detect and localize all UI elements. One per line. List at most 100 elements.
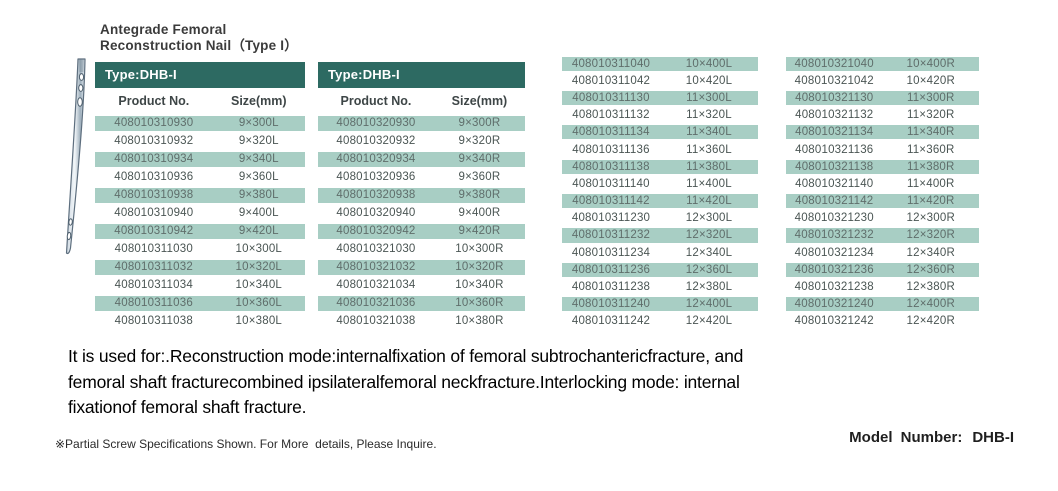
product-no-cell: 408010321034 bbox=[336, 279, 416, 291]
table-row: 408010311232 12×320L bbox=[562, 227, 758, 244]
size-cell: 9×320R bbox=[458, 135, 501, 147]
product-no-cell: 408010321040 bbox=[794, 57, 874, 70]
product-no-cell: 408010321132 bbox=[795, 109, 874, 122]
usage-line: femoral shaft fracturecombined ipsilater… bbox=[68, 371, 740, 392]
size-cell: 11×360R bbox=[906, 143, 955, 156]
product-no-cell: 408010311040 bbox=[571, 57, 651, 70]
size-cell: 10×340L bbox=[235, 279, 283, 291]
product-no-cell: 408010321236 bbox=[794, 263, 874, 276]
size-cell: 10×300L bbox=[235, 243, 283, 255]
size-cell: 9×400L bbox=[238, 207, 279, 219]
size-cell: 9×420R bbox=[458, 225, 501, 237]
product-no-cell: 408010321042 bbox=[794, 74, 874, 87]
table-row: 408010320934 9×340R bbox=[318, 150, 525, 168]
table-row: 408010311030 10×300L bbox=[95, 240, 305, 258]
size-cell: 10×340R bbox=[455, 279, 504, 291]
column-header-row: Product No. Size(mm) bbox=[95, 90, 305, 112]
product-no-cell: 408010311030 bbox=[114, 243, 193, 255]
size-cell: 9×380R bbox=[458, 189, 501, 201]
usage-line: fixationof femoral shaft fracture. bbox=[68, 397, 307, 417]
spec-table-dhb1-right-2: 408010321040 10×400R 408010321042 10×420R 40… bbox=[786, 55, 979, 330]
product-no-cell: 408010310942 bbox=[114, 225, 194, 237]
table-row: 408010321032 10×320R bbox=[318, 258, 525, 276]
table-row: 408010311238 12×380L bbox=[562, 278, 758, 295]
spec-table-dhb1-left-1: Type:DHB-I Product No. Size(mm) 40801031… bbox=[95, 62, 305, 330]
product-no-cell: 408010321230 bbox=[794, 212, 874, 225]
size-cell: 12×340L bbox=[685, 246, 733, 259]
table-row: 408010320930 9×300R bbox=[318, 114, 525, 132]
product-no-cell: 408010311036 bbox=[114, 297, 193, 309]
table-row: 408010321036 10×360R bbox=[318, 294, 525, 312]
table-row: 408010311234 12×340L bbox=[562, 244, 758, 261]
product-no-cell: 408010311132 bbox=[572, 109, 650, 122]
product-no-cell: 408010310938 bbox=[114, 189, 194, 201]
product-no-cell: 408010311240 bbox=[571, 298, 651, 311]
size-cell: 11×340L bbox=[686, 126, 732, 139]
size-cell: 12×400L bbox=[685, 298, 733, 311]
table-row: 408010321232 12×320R bbox=[786, 227, 979, 244]
table-row: 408010321132 11×320R bbox=[786, 107, 979, 124]
size-cell: 10×380R bbox=[455, 315, 504, 327]
size-cell: 11×320L bbox=[686, 109, 732, 122]
product-no-cell: 408010311236 bbox=[571, 263, 651, 276]
column-header-row: Product No. Size(mm) bbox=[318, 90, 525, 112]
table-row: 408010310940 9×400L bbox=[95, 204, 305, 222]
product-no-column-header: Product No. bbox=[118, 94, 190, 108]
spec-table-dhb1-left-2: 408010311040 10×400L 408010311042 10×420L 40… bbox=[562, 55, 758, 330]
size-cell: 11×420L bbox=[686, 195, 732, 208]
table-row: 408010311132 11×320L bbox=[562, 107, 758, 124]
table-row: 408010320940 9×400R bbox=[318, 204, 525, 222]
size-cell: 10×400L bbox=[685, 57, 733, 70]
product-no-cell: 408010321140 bbox=[795, 177, 874, 190]
product-no-cell: 408010311136 bbox=[572, 143, 650, 156]
table-row: 408010321240 12×400R bbox=[786, 296, 979, 313]
table-row: 408010321040 10×400R bbox=[786, 55, 979, 72]
product-no-column-header: Product No. bbox=[340, 94, 412, 108]
table-row: 408010311136 11×360L bbox=[562, 141, 758, 158]
product-no-cell: 408010321242 bbox=[794, 315, 874, 328]
size-cell: 11×320R bbox=[906, 109, 955, 122]
size-cell: 10×300R bbox=[455, 243, 504, 255]
table-row: 408010311240 12×400L bbox=[562, 296, 758, 313]
product-no-cell: 408010311242 bbox=[571, 315, 651, 328]
table-row: 408010321038 10×380R bbox=[318, 312, 525, 330]
size-cell: 12×340R bbox=[906, 246, 955, 259]
table-row: 408010311242 12×420L bbox=[562, 313, 758, 330]
table-row: 408010310936 9×360L bbox=[95, 168, 305, 186]
product-no-cell: 408010321138 bbox=[795, 160, 874, 173]
table-row: 408010321142 11×420R bbox=[786, 193, 979, 210]
size-column-header: Size(mm) bbox=[231, 94, 287, 108]
product-no-cell: 408010311032 bbox=[114, 261, 193, 273]
product-no-cell: 408010311142 bbox=[572, 195, 650, 208]
product-no-cell: 408010311130 bbox=[572, 91, 650, 104]
size-cell: 12×420L bbox=[685, 315, 733, 328]
product-no-cell: 408010321130 bbox=[795, 91, 874, 104]
table-row: 408010321230 12×300R bbox=[786, 210, 979, 227]
product-no-cell: 408010310934 bbox=[114, 153, 194, 165]
table-row: 408010311138 11×380L bbox=[562, 158, 758, 175]
size-cell: 11×380L bbox=[686, 160, 732, 173]
table-row: 408010311140 11×400L bbox=[562, 175, 758, 192]
product-no-cell: 408010321038 bbox=[336, 315, 416, 327]
product-no-cell: 408010311038 bbox=[114, 315, 193, 327]
spec-table-dhb1-right-1: Type:DHB-I Product No. Size(mm) 40801032… bbox=[318, 62, 525, 330]
product-no-cell: 408010321134 bbox=[795, 126, 874, 139]
size-cell: 9×340R bbox=[458, 153, 501, 165]
table-row: 408010320938 9×380R bbox=[318, 186, 525, 204]
product-no-cell: 408010321238 bbox=[794, 281, 874, 294]
product-no-cell: 408010311134 bbox=[572, 126, 650, 139]
usage-description: It is used for:.Reconstruction mode:inte… bbox=[68, 344, 743, 421]
model-number: Model Number: DHB-I bbox=[849, 429, 1014, 446]
table-row: 408010311134 11×340L bbox=[562, 124, 758, 141]
table-row: 408010321042 10×420R bbox=[786, 72, 979, 89]
table-row: 408010321130 11×300R bbox=[786, 89, 979, 106]
table-row: 408010310934 9×340L bbox=[95, 150, 305, 168]
size-cell: 12×320R bbox=[906, 229, 955, 242]
product-no-cell: 408010321234 bbox=[794, 246, 874, 259]
product-no-cell: 408010320936 bbox=[336, 171, 416, 183]
model-number-label: Model Number: bbox=[849, 429, 963, 446]
page-title: Antegrade Femoral Reconstruction Nail（Ty… bbox=[100, 22, 298, 54]
table-row: 408010310930 9×300L bbox=[95, 114, 305, 132]
table-row: 408010321238 12×380R bbox=[786, 278, 979, 295]
product-no-cell: 408010310932 bbox=[114, 135, 194, 147]
